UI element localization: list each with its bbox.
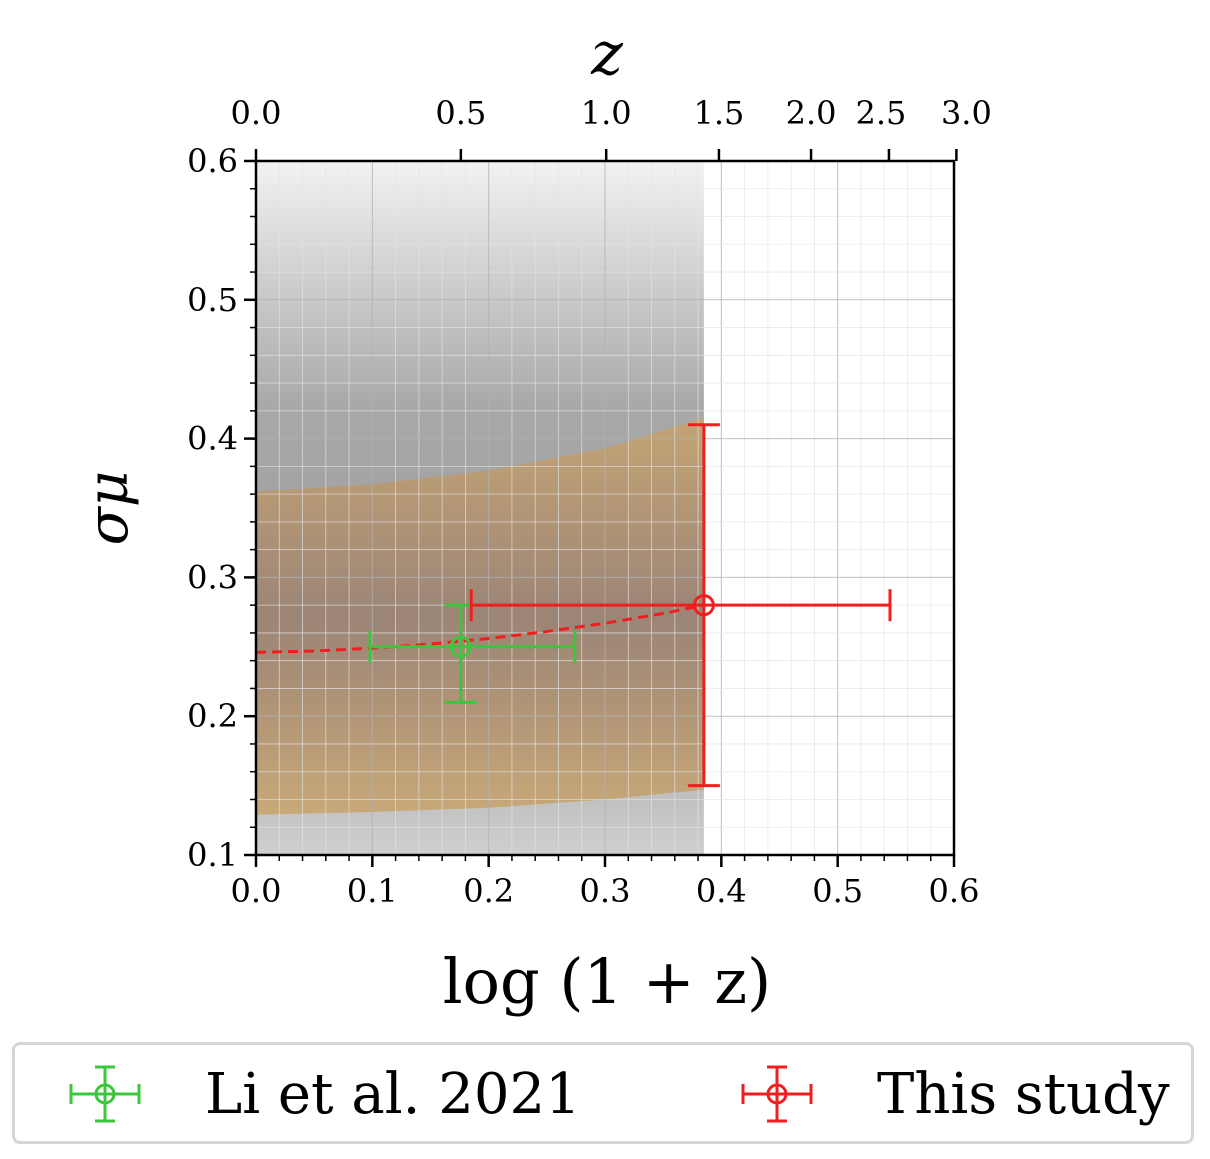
data-layer (255, 423, 892, 788)
grid-lines (256, 161, 954, 855)
x-tick-label: 0.5 (812, 872, 863, 910)
legend-marker-li (69, 1065, 141, 1123)
legend-label-li: Li et al. 2021 (205, 1061, 581, 1127)
top-tick-label: 1.0 (581, 94, 632, 132)
legend: Li et al. 2021 This study (12, 1042, 1194, 1144)
x-tick-label: 0.3 (580, 872, 631, 910)
y-tick-label: 0.3 (187, 558, 238, 596)
y-tick-label: 0.4 (187, 420, 238, 458)
orange-confidence-band (256, 417, 704, 815)
y-tick-label: 0.1 (187, 836, 238, 874)
legend-marker-this-study (741, 1065, 813, 1123)
legend-item-this-study: This study (737, 1059, 1170, 1129)
x-tick-label: 0.1 (347, 872, 398, 910)
chart-canvas: 0.0 0.1 0.2 0.3 0.4 0.5 0.6 0.10.20.30.40.50.6… (76, 19, 992, 1018)
x-tick-label: 0.6 (929, 872, 980, 910)
y-tick-label: 0.6 (187, 142, 238, 180)
data-point (692, 594, 715, 617)
top-axis: 0.0 0.5 1.0 1.5 2.0 2.5 3.0 (231, 94, 992, 161)
top-tick-label: 3.0 (941, 94, 992, 132)
plot-area (256, 161, 954, 855)
x-axis-title: log (1 + z) (443, 945, 771, 1018)
left-axis: 0.1 0.2 0.3 0.4 0.5 0.6 (187, 142, 256, 874)
legend-item-li: Li et al. 2021 (65, 1059, 581, 1129)
series-1 (469, 423, 892, 788)
top-axis-title: z (590, 19, 623, 89)
top-tick-label: 0.5 (435, 94, 486, 132)
top-tick-label: 2.0 (786, 94, 837, 132)
bottom-axis: 0.0 0.1 0.2 0.3 0.4 0.5 0.6 (231, 855, 980, 910)
top-tick-label: 0.0 (231, 94, 282, 132)
x-tick-label: 0.0 (231, 872, 282, 910)
y-tick-label: 0.2 (187, 697, 238, 735)
data-point (449, 635, 472, 658)
top-tick-label: 1.5 (693, 94, 744, 132)
x-tick-label: 0.2 (463, 872, 514, 910)
fit-curve-line (255, 603, 705, 654)
top-tick-label: 2.5 (855, 94, 906, 132)
x-tick-label: 0.4 (696, 872, 747, 910)
legend-label-this-study: This study (877, 1061, 1170, 1127)
y-axis-title: σμ (76, 471, 141, 546)
y-tick-label: 0.5 (187, 281, 238, 319)
